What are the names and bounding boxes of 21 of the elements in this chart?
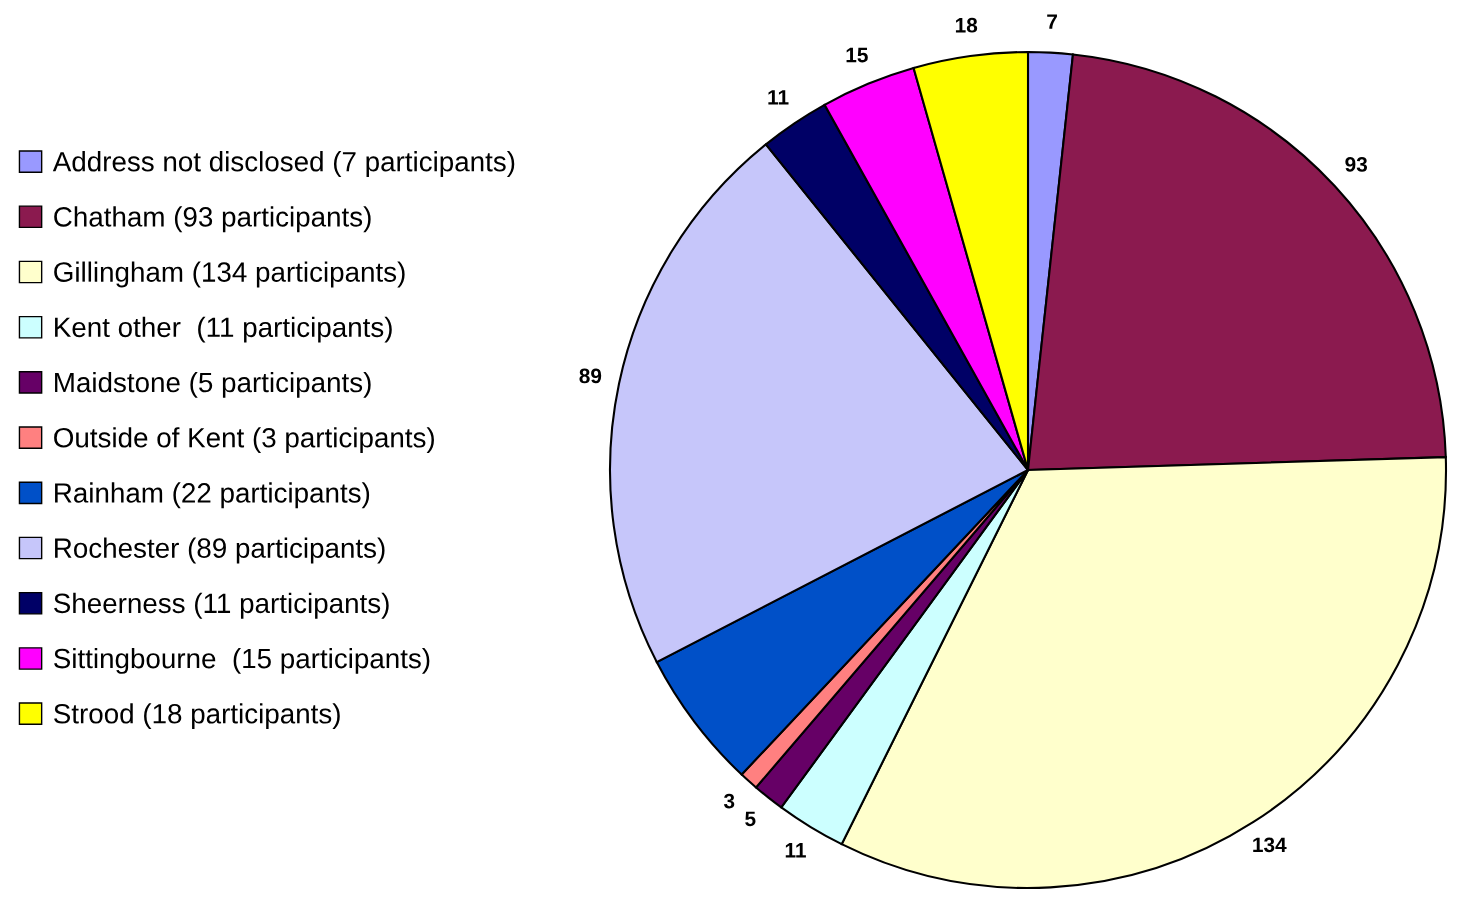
legend-label: Chatham (93 participants) (54, 206, 371, 233)
data-label: 89 (579, 368, 602, 384)
legend-label: Strood (18 participants) (54, 703, 340, 730)
data-label: 11 (785, 843, 806, 858)
legend-label: Sittingbourne (15 participants) (54, 647, 430, 674)
legend-label: Rainham (22 participants) (55, 482, 370, 509)
legend-label: Rochester (89 participants) (55, 537, 385, 564)
data-label: 7 (1047, 14, 1057, 29)
data-label: 18 (955, 17, 978, 33)
legend-label: Sheerness (11 participants) (54, 592, 389, 619)
data-label: 3 (723, 793, 735, 809)
legend-label: Gillingham (134 participants) (54, 261, 405, 288)
data-label: 11 (768, 90, 789, 105)
legend-label: Address not disclosed (7 participants) (52, 151, 515, 177)
data-label: 134 (1253, 837, 1287, 853)
legend-label: Maidstone (5 participants) (55, 371, 371, 398)
data-label: 93 (1345, 156, 1368, 172)
data-label: 5 (745, 811, 756, 827)
legend-label: Outside of Kent (3 participants) (54, 427, 434, 454)
data-label: 15 (846, 47, 868, 63)
legend-label: Kent other (11 participants) (55, 316, 392, 343)
